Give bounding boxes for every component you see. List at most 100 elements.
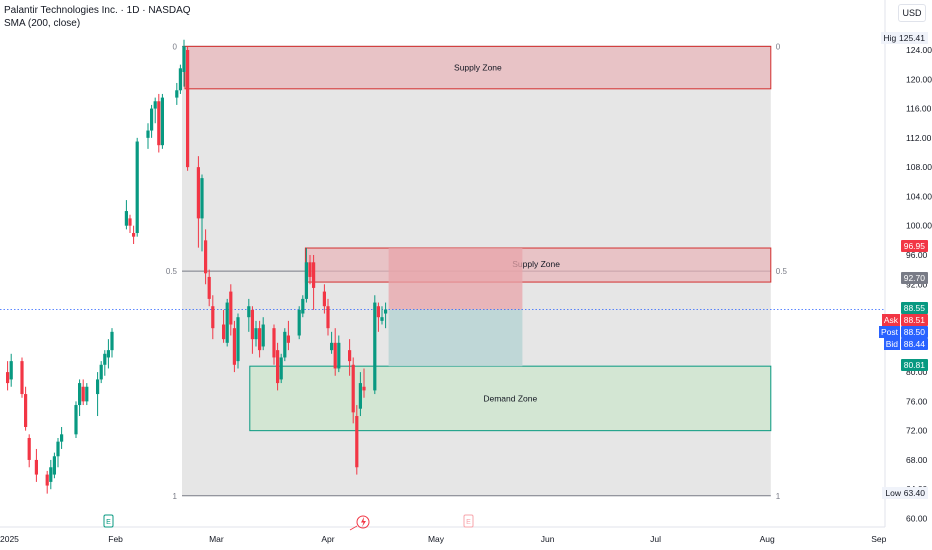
candle-body-45 bbox=[254, 328, 258, 340]
candle-body-17 bbox=[103, 353, 107, 365]
y-tick-label-13: 112.00 bbox=[906, 133, 932, 143]
x-tick-label-8: Sep bbox=[871, 534, 886, 544]
candle-body-71 bbox=[384, 309, 388, 314]
candle-body-52 bbox=[286, 335, 290, 343]
candle-body-13 bbox=[81, 386, 85, 402]
candle-body-15 bbox=[96, 379, 100, 395]
candle-body-43 bbox=[247, 306, 251, 318]
candle-body-37 bbox=[211, 306, 215, 329]
candle-body-62 bbox=[337, 342, 341, 369]
indicator-label[interactable]: SMA (200, close) bbox=[4, 18, 81, 29]
candle-body-3 bbox=[24, 394, 28, 427]
low-value: 63.40 bbox=[900, 487, 928, 499]
candle-body-51 bbox=[283, 331, 287, 358]
candles bbox=[6, 39, 388, 494]
symbol-title[interactable]: Palantir Technologies Inc. · 1D · NASDAQ bbox=[4, 5, 191, 16]
position-stop-area bbox=[388, 248, 523, 310]
candle-body-23 bbox=[135, 141, 139, 234]
high-value: 125.41 bbox=[896, 32, 928, 44]
zone-label-1: Supply Zone bbox=[512, 259, 560, 269]
candle-body-24 bbox=[146, 130, 150, 138]
candle-body-65 bbox=[355, 416, 359, 468]
candle-body-39 bbox=[225, 302, 229, 343]
candle-body-46 bbox=[258, 328, 262, 351]
candle-body-20 bbox=[124, 211, 128, 226]
last-price-tag: 88.55 bbox=[900, 302, 928, 314]
candle-body-47 bbox=[261, 324, 265, 347]
candle-body-25 bbox=[150, 108, 154, 131]
candle-body-67 bbox=[362, 386, 366, 391]
candle-body-10 bbox=[60, 434, 64, 442]
candle-body-16 bbox=[99, 364, 103, 380]
candle-body-0 bbox=[6, 372, 10, 384]
candle-body-35 bbox=[204, 240, 208, 274]
candle-body-9 bbox=[56, 441, 60, 457]
candle-body-50 bbox=[279, 357, 283, 380]
candle-body-69 bbox=[376, 306, 380, 318]
x-tick-label-7: Aug bbox=[760, 534, 775, 544]
candle-body-49 bbox=[276, 350, 280, 384]
earnings-icon[interactable]: E bbox=[103, 514, 114, 528]
currency-button[interactable]: USD bbox=[898, 4, 926, 22]
x-tick-label-6: Jul bbox=[650, 534, 661, 544]
y-tick-label-3: 72.00 bbox=[906, 426, 928, 436]
time-axis[interactable]: 2025 Feb Mar Apr May Jun Jul Aug Sep bbox=[0, 534, 887, 544]
candle-body-66 bbox=[358, 383, 362, 409]
y-tick-label-4: 76.00 bbox=[906, 396, 928, 406]
candle-body-38 bbox=[222, 324, 226, 340]
candle-body-68 bbox=[373, 302, 377, 391]
candle-body-54 bbox=[301, 298, 305, 314]
supply-zone-0 bbox=[184, 45, 772, 90]
y-tick-label-0: 60.00 bbox=[906, 514, 928, 524]
candle-body-42 bbox=[236, 317, 240, 362]
candle-body-11 bbox=[74, 405, 78, 435]
bid-label: Bid bbox=[883, 338, 900, 350]
x-tick-label-0: 2025 bbox=[0, 534, 19, 544]
candle-body-12 bbox=[78, 383, 82, 406]
price-axis[interactable]: 60.0064.0068.0072.0076.0080.0084.0088.00… bbox=[906, 45, 932, 523]
candle-body-55 bbox=[304, 262, 308, 299]
candle-body-29 bbox=[175, 90, 179, 98]
candle-body-63 bbox=[348, 350, 352, 362]
candle-body-31 bbox=[182, 46, 186, 72]
zone-label-0: Supply Zone bbox=[454, 63, 502, 73]
fib-label-left-1: 0.5 bbox=[166, 267, 178, 276]
y-tick-label-12: 108.00 bbox=[906, 162, 932, 172]
candle-body-7 bbox=[49, 467, 53, 482]
candle-body-22 bbox=[132, 233, 136, 237]
candle-body-70 bbox=[380, 317, 384, 321]
x-tick-label-5: Jun bbox=[541, 534, 555, 544]
candle-body-48 bbox=[272, 328, 276, 358]
short-position-tool bbox=[388, 248, 523, 367]
y-tick-label-10: 100.00 bbox=[906, 221, 932, 231]
x-tick-label-2: Mar bbox=[209, 534, 224, 544]
candle-body-5 bbox=[34, 459, 38, 475]
candle-body-58 bbox=[322, 291, 326, 307]
candle-body-53 bbox=[297, 309, 301, 336]
candle-body-14 bbox=[85, 386, 89, 402]
zone-bottom-tag: 80.81 bbox=[900, 359, 928, 371]
candle-body-32 bbox=[186, 50, 190, 168]
candle-body-26 bbox=[153, 101, 157, 109]
earnings-future-icon[interactable]: E bbox=[463, 514, 474, 528]
candle-body-27 bbox=[157, 101, 161, 146]
post-value: 88.50 bbox=[900, 326, 928, 338]
y-tick-label-11: 104.00 bbox=[906, 191, 932, 201]
candle-body-34 bbox=[200, 178, 204, 219]
y-tick-label-8: 92.00 bbox=[906, 279, 928, 289]
x-tick-label-3: Apr bbox=[321, 534, 334, 544]
level-mid-tag: 92.70 bbox=[900, 272, 928, 284]
candle-body-44 bbox=[250, 309, 254, 340]
candle-body-18 bbox=[106, 350, 110, 358]
dividend-lightning-icon[interactable] bbox=[349, 515, 370, 531]
zone-top-tag: 96.95 bbox=[900, 240, 928, 252]
fib-label-left-2: 1 bbox=[173, 492, 178, 501]
candle-body-1 bbox=[9, 361, 13, 380]
candle-body-28 bbox=[160, 97, 164, 146]
svg-text:E: E bbox=[466, 519, 471, 526]
x-tick-label-1: Feb bbox=[108, 534, 123, 544]
low-label: Low bbox=[882, 487, 904, 499]
fib-label-right-2: 1 bbox=[776, 492, 781, 501]
fib-label-left-0: 0 bbox=[173, 42, 178, 51]
